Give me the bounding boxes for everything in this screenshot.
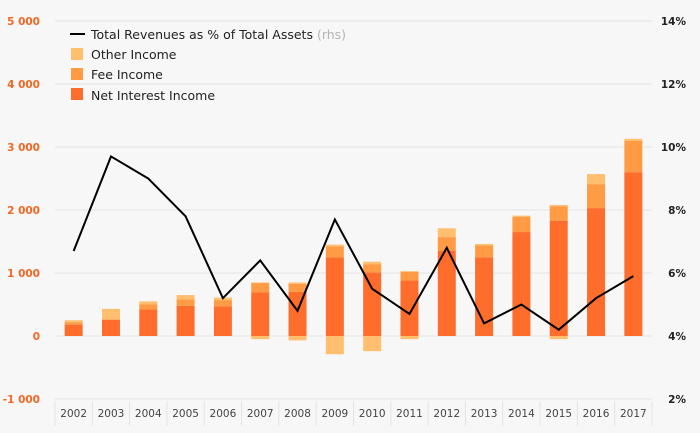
bar-net-interest	[363, 272, 382, 336]
bar-other	[64, 320, 83, 323]
bar-other	[101, 308, 120, 320]
legend-net-interest-swatch	[71, 88, 83, 100]
left-axis: -1 000 0 1 000 2 000 3 000 4 000 5 000	[3, 16, 40, 406]
bar-fee	[139, 304, 158, 310]
bar-other-negative	[325, 336, 344, 355]
x-tick-label: 2013	[471, 408, 498, 420]
left-tick-label: 1 000	[7, 268, 40, 280]
x-tick-label: 2009	[321, 408, 348, 420]
bar-net-interest	[288, 291, 307, 336]
right-tick-label: 6%	[668, 268, 686, 280]
legend-other-label: Other Income	[91, 47, 177, 62]
right-tick-label: 10%	[661, 142, 687, 154]
bar-other	[139, 301, 158, 305]
bar-other-negative	[400, 336, 419, 340]
right-tick-label: 2%	[668, 394, 686, 406]
legend: Total Revenues as % of Total Assets (rhs…	[70, 27, 346, 103]
bar-fee	[288, 283, 307, 292]
x-tick-label: 2003	[98, 408, 125, 420]
left-tick-label: 5 000	[7, 16, 40, 28]
x-tick-label: 2005	[172, 408, 199, 420]
bar-net-interest	[624, 172, 643, 336]
x-tick-label: 2006	[210, 408, 237, 420]
legend-fee-label: Fee Income	[91, 67, 163, 82]
bar-other-negative	[251, 336, 270, 340]
bar-fee	[213, 300, 232, 307]
x-tick-label: 2015	[545, 408, 572, 420]
bar-fee	[587, 184, 606, 209]
revenue-ratio-line	[72, 154, 634, 331]
bar-other	[512, 215, 531, 217]
left-tick-label: 4 000	[7, 79, 40, 91]
left-tick-label: -1 000	[3, 394, 40, 406]
bar-fee	[437, 237, 456, 251]
bar-net-interest	[437, 250, 456, 336]
bar-fee	[475, 245, 494, 258]
bar-fee	[549, 206, 568, 221]
bar-other	[251, 282, 270, 284]
bar-other	[437, 228, 456, 238]
legend-other-swatch	[71, 48, 83, 60]
bar-net-interest	[400, 280, 419, 336]
bars	[64, 138, 643, 355]
revenue-ratio-polyline	[72, 154, 634, 331]
bar-net-interest	[64, 324, 83, 336]
bar-net-interest	[139, 309, 158, 336]
bar-other-negative	[363, 336, 382, 352]
bar-other	[587, 174, 606, 185]
right-tick-label: 12%	[661, 79, 687, 91]
bar-fee	[64, 322, 83, 325]
x-tick-label: 2010	[359, 408, 386, 420]
legend-net-interest-label: Net Interest Income	[91, 88, 215, 103]
bar-fee	[363, 264, 382, 273]
bar-other-negative	[288, 336, 307, 341]
bar-other	[549, 204, 568, 207]
right-tick-label: 4%	[668, 331, 686, 343]
bar-other	[400, 271, 419, 272]
bar-fee	[400, 271, 419, 281]
bar-fee	[624, 140, 643, 173]
bar-other	[624, 138, 643, 141]
bar-fee	[512, 216, 531, 233]
right-tick-label: 14%	[661, 16, 687, 28]
bar-other	[475, 244, 494, 246]
legend-line-label: Total Revenues as % of Total Assets (rhs…	[90, 27, 346, 42]
x-tick-label: 2004	[135, 408, 162, 420]
bar-net-interest	[176, 305, 195, 336]
bar-fee	[325, 246, 344, 258]
left-tick-label: 2 000	[7, 205, 40, 217]
bar-net-interest	[101, 319, 120, 336]
x-tick-label: 2002	[60, 408, 87, 420]
x-tick-label: 2014	[508, 408, 535, 420]
legend-fee-swatch	[71, 68, 83, 80]
bar-net-interest	[512, 232, 531, 336]
x-tick-label: 2007	[247, 408, 274, 420]
bar-net-interest	[587, 208, 606, 336]
left-tick-label: 3 000	[7, 142, 40, 154]
right-axis: 2% 4% 6% 8% 10% 12% 14%	[661, 16, 687, 406]
bar-net-interest	[251, 292, 270, 336]
bar-other	[176, 295, 195, 300]
bar-net-interest	[325, 257, 344, 336]
bar-fee	[176, 299, 195, 306]
x-tick-label: 2011	[396, 408, 423, 420]
left-tick-label: 0	[33, 331, 40, 343]
x-tick-label: 2016	[583, 408, 610, 420]
bar-net-interest	[549, 220, 568, 336]
x-tick-label: 2017	[620, 408, 647, 420]
x-tick-label: 2012	[433, 408, 460, 420]
bar-other	[325, 244, 344, 247]
bar-net-interest	[213, 306, 232, 336]
x-tick-label: 2008	[284, 408, 311, 420]
bar-fee	[251, 283, 270, 293]
bar-other-negative	[549, 336, 568, 340]
bar-other	[288, 282, 307, 284]
right-tick-label: 8%	[668, 205, 686, 217]
bar-other	[363, 261, 382, 265]
x-axis: 2002 2003 2004 2005 2006 2007 2008 2009 2010 2011…	[54, 401, 653, 426]
